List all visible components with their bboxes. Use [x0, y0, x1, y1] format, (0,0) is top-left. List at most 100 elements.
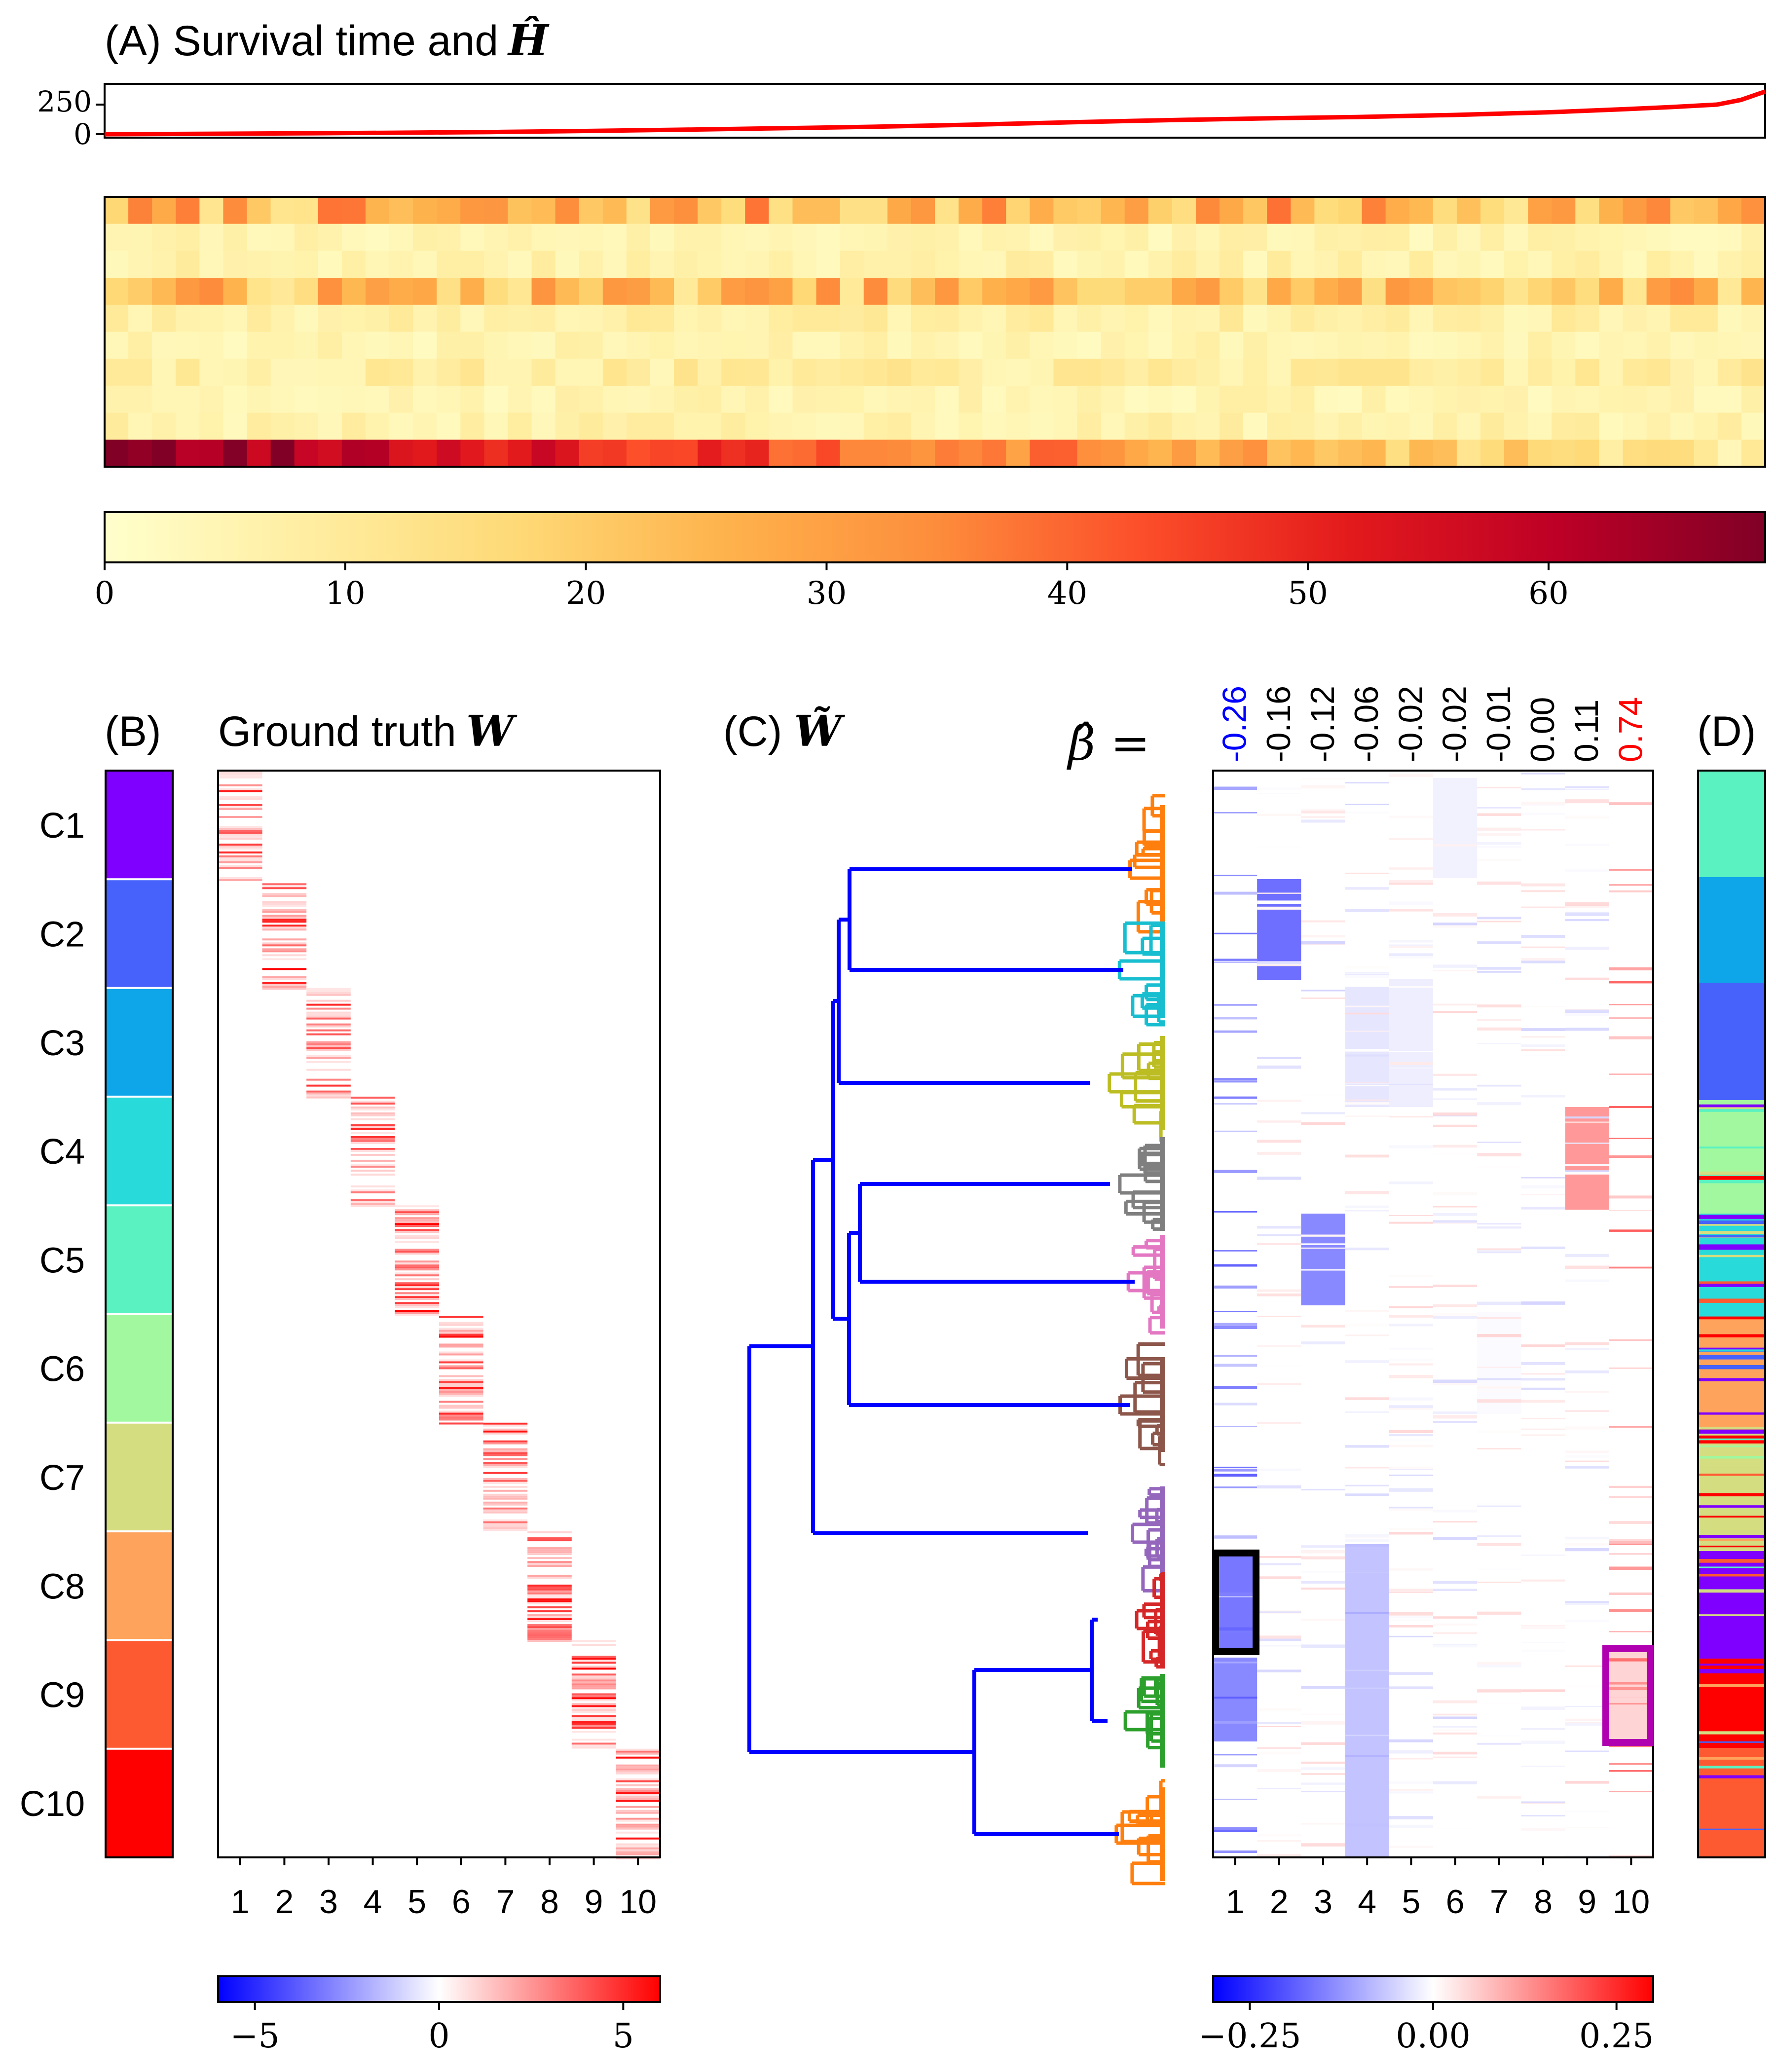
- h-hat-cell: [1220, 412, 1244, 440]
- h-hat-cell: [555, 197, 580, 224]
- h-hat-cell: [650, 223, 674, 251]
- w-tilde-line: [1345, 965, 1389, 969]
- h-hat-cell: [1646, 359, 1671, 386]
- assignment-stripe: [1698, 1316, 1765, 1320]
- w-tilde-line: [1389, 1408, 1433, 1410]
- bwr-colorbar-b-tick-label: 5: [613, 2017, 634, 2056]
- ground-truth-w-line: [262, 885, 307, 888]
- h-hat-cell: [484, 197, 509, 224]
- w-tilde-line: [1257, 1140, 1301, 1143]
- h-hat-cell: [247, 385, 271, 413]
- h-hat-cell: [1717, 197, 1742, 224]
- w-tilde-line: [1389, 1488, 1433, 1492]
- w-tilde-line: [1433, 1537, 1478, 1540]
- h-hat-cell: [1243, 332, 1267, 359]
- assignment-stripe: [1698, 1255, 1765, 1258]
- h-hat-cell: [1362, 223, 1386, 251]
- h-hat-cell: [1006, 278, 1030, 305]
- h-hat-cell: [1552, 304, 1576, 333]
- h-hat-cell: [1694, 412, 1718, 440]
- ground-truth-w-line: [262, 905, 307, 907]
- h-hat-cell: [413, 197, 437, 224]
- h-hat-cell: [484, 251, 509, 278]
- w-tilde-line: [1565, 1391, 1609, 1393]
- w-tilde-line: [1257, 1100, 1301, 1102]
- w-tilde-line: [1301, 1269, 1345, 1271]
- h-hat-cell: [1124, 251, 1149, 278]
- h-hat-cell: [1385, 223, 1410, 251]
- ground-truth-w-line: [571, 1723, 616, 1725]
- h-hat-cell: [935, 412, 959, 440]
- h-hat-cell: [1670, 412, 1695, 440]
- w-tilde-line: [1433, 1521, 1478, 1523]
- w-tilde-line: [1213, 1250, 1258, 1252]
- h-hat-cell: [223, 332, 248, 359]
- h-hat-cell: [1267, 278, 1291, 305]
- h-hat-cell: [1717, 251, 1742, 278]
- h-hat-cell: [1528, 385, 1552, 413]
- h-hat-cell: [698, 412, 722, 440]
- h-hat-cell: [887, 251, 912, 278]
- assignment-stripe: [1698, 1440, 1765, 1443]
- w-tilde-line: [1521, 1626, 1565, 1629]
- h-hat-cell: [484, 385, 509, 413]
- w-tilde-line: [1389, 1324, 1433, 1327]
- h-hat-cell: [626, 332, 651, 359]
- w-tilde-line: [1257, 1151, 1301, 1155]
- h-hat-cell: [626, 304, 651, 333]
- h-hat-cell: [318, 304, 342, 333]
- w-tilde-line: [1257, 1669, 1301, 1672]
- ground-truth-w-tick-label: 8: [540, 1883, 559, 1921]
- h-hat-cell: [1053, 359, 1078, 386]
- w-tilde-line: [1389, 1315, 1433, 1318]
- assignment-stripe: [1698, 1108, 1765, 1112]
- ground-truth-w-line: [616, 1796, 660, 1798]
- w-tilde-line: [1345, 1247, 1389, 1251]
- w-tilde-line: [1301, 990, 1345, 992]
- ground-truth-w-line: [350, 1136, 395, 1138]
- w-tilde-line: [1257, 1383, 1301, 1385]
- w-tilde-line: [1389, 1215, 1433, 1217]
- ground-truth-w-line: [218, 838, 262, 840]
- h-hat-cell: [1504, 197, 1528, 224]
- h-hat-cell: [1456, 332, 1481, 359]
- ground-truth-w-line: [483, 1464, 528, 1466]
- w-tilde-line: [1213, 1103, 1258, 1105]
- ground-truth-w-tick-label: 4: [364, 1883, 382, 1921]
- w-tilde-line: [1477, 1390, 1521, 1393]
- ground-truth-w-line: [616, 1845, 660, 1848]
- beta-value-label: -0.26: [1216, 686, 1254, 762]
- w-tilde-line: [1345, 1445, 1389, 1448]
- h-hat-cell: [1575, 197, 1599, 224]
- w-tilde-line: [1565, 906, 1609, 908]
- h-hat-cell: [270, 304, 295, 333]
- ground-truth-w-line: [616, 1810, 660, 1812]
- ground-truth-w-line: [483, 1450, 528, 1452]
- h-hat-cell: [1480, 440, 1505, 467]
- w-tilde-line: [1345, 1082, 1389, 1084]
- w-tilde-line: [1477, 1582, 1521, 1584]
- w-tilde-line: [1433, 1073, 1478, 1076]
- ground-truth-w-line: [527, 1575, 572, 1577]
- ground-truth-w-line: [218, 851, 262, 853]
- h-hat-cell: [1741, 197, 1766, 224]
- w-tilde-line: [1389, 1286, 1433, 1288]
- h-hat-cell: [1291, 223, 1315, 251]
- assignment-stripe: [1698, 1574, 1765, 1577]
- assignment-stripe: [1698, 1184, 1765, 1188]
- w-tilde-line: [1389, 986, 1433, 988]
- w-tilde-line: [1477, 1317, 1521, 1319]
- assignment-stripe: [1698, 1493, 1765, 1497]
- w-tilde-line: [1477, 1662, 1521, 1665]
- h-hat-cell: [721, 304, 745, 333]
- h-hat-cell: [1409, 278, 1434, 305]
- h-hat-cell: [508, 223, 532, 251]
- w-tilde-line: [1257, 1635, 1301, 1639]
- w-tilde-line: [1609, 869, 1653, 871]
- h-hat-cell: [1717, 359, 1742, 386]
- h-hat-cell: [959, 359, 983, 386]
- h-hat-cell: [341, 385, 366, 413]
- ground-truth-w-line: [527, 1634, 572, 1636]
- h-hat-cell: [247, 332, 271, 359]
- ground-truth-w-line: [571, 1742, 616, 1745]
